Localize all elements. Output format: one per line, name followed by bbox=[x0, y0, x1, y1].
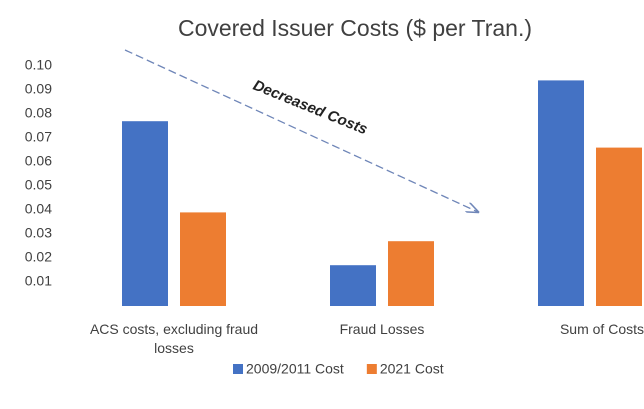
legend-label: 2021 Cost bbox=[380, 361, 444, 377]
y-tick-label: 0.09 bbox=[25, 81, 52, 97]
bar bbox=[538, 80, 584, 307]
legend-swatch bbox=[366, 364, 377, 374]
bar bbox=[180, 212, 226, 306]
y-tick-label: 0.05 bbox=[25, 177, 52, 193]
y-tick-label: 0.02 bbox=[25, 249, 52, 265]
bar bbox=[122, 121, 168, 306]
x-tick-label-box: ACS costs, excluding fraud losses bbox=[89, 321, 259, 356]
annotation: Decreased Costs bbox=[251, 77, 370, 138]
bar bbox=[388, 241, 434, 306]
y-tick-label: 0.01 bbox=[25, 273, 52, 289]
y-tick-label: 0.10 bbox=[25, 57, 52, 73]
legend-label: 2009/2011 Cost bbox=[246, 361, 344, 377]
y-tick-label: 0.04 bbox=[25, 201, 52, 217]
y-tick-label: 0.07 bbox=[25, 129, 52, 145]
bar bbox=[330, 265, 376, 306]
x-tick-label: ACS costs, excluding fraud losses bbox=[89, 321, 259, 356]
y-tick-label: 0.03 bbox=[25, 225, 52, 241]
y-tick-label: 0.06 bbox=[25, 153, 52, 169]
trend-arrow bbox=[124, 49, 478, 212]
legend-swatch bbox=[233, 364, 243, 374]
y-tick-label: 0.08 bbox=[25, 105, 52, 121]
x-tick-label: Sum of Costs bbox=[559, 321, 644, 337]
x-tick-label-box: Fraud Losses bbox=[339, 321, 425, 337]
x-tick-label-box: Sum of Costs bbox=[559, 321, 644, 337]
bar bbox=[596, 147, 642, 306]
x-tick-label: Fraud Losses bbox=[339, 321, 425, 337]
chart-title: Covered Issuer Costs ($ per Tran.) bbox=[178, 15, 532, 41]
